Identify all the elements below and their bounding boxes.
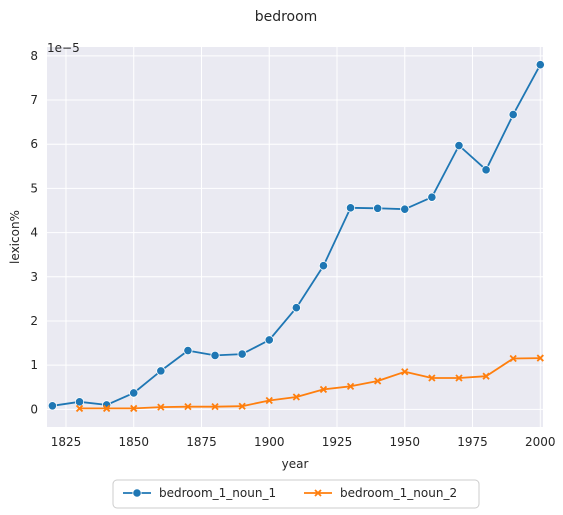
data-point (210, 350, 220, 361)
y-tick-label: 4 (30, 226, 38, 240)
x-tick-labels: 1825 1850 1875 1900 1925 1950 1975 2000 (51, 435, 556, 449)
data-point (535, 60, 545, 70)
data-point (102, 404, 111, 413)
data-point (75, 404, 84, 413)
data-point (47, 401, 58, 411)
data-point (292, 393, 300, 401)
data-point (428, 374, 436, 382)
data-point (129, 388, 139, 398)
data-point (345, 203, 356, 213)
legend-item: bedroom_1_noun_1 (123, 486, 276, 500)
series-bedroom_1_noun_1 (47, 60, 545, 411)
y-tick-label: 2 (30, 314, 38, 328)
legend-label: bedroom_1_noun_2 (340, 486, 457, 500)
legend-item: bedroom_1_noun_2 (304, 486, 457, 500)
x-tick-label: 1850 (118, 435, 149, 449)
data-point (401, 368, 409, 376)
x-tick-label: 1875 (186, 435, 217, 449)
data-point (157, 403, 165, 411)
y-offset-label: 1e−5 (47, 41, 80, 55)
y-tick-labels: 0 1 2 3 4 5 6 7 8 (30, 49, 38, 416)
data-point (400, 204, 410, 214)
data-point (481, 165, 491, 175)
y-tick-label: 3 (30, 270, 38, 284)
x-tick-label: 1975 (457, 435, 488, 449)
data-point (346, 382, 355, 390)
y-tick-label: 1 (30, 358, 38, 372)
data-point (373, 203, 383, 213)
x-tick-label: 1900 (254, 435, 285, 449)
x-tick-label: 2000 (525, 435, 556, 449)
x-tick-label: 1825 (51, 435, 82, 449)
chart-title: bedroom (255, 9, 318, 25)
y-tick-label: 5 (30, 181, 38, 195)
data-point (238, 402, 246, 410)
data-point (265, 396, 273, 405)
legend-marker (314, 489, 322, 497)
data-point (237, 349, 247, 359)
legend: bedroom_1_noun_1 bedroom_1_noun_2 (112, 479, 480, 509)
plot-area (47, 47, 543, 427)
data-point (455, 374, 463, 382)
data-point (374, 377, 382, 385)
data-point (74, 397, 85, 407)
series-bedroom_1_noun_2 (75, 354, 544, 413)
data-point (508, 110, 518, 120)
y-tick-label: 7 (30, 93, 38, 107)
grid (47, 47, 543, 427)
data-point (264, 335, 274, 345)
data-point (427, 192, 437, 202)
x-tick-label: 1950 (389, 435, 420, 449)
x-axis-label: year (282, 457, 309, 471)
data-point (509, 354, 517, 363)
data-point (130, 404, 138, 413)
series-line (79, 357, 541, 410)
data-point (183, 345, 193, 356)
series-layer (47, 60, 545, 413)
data-point (536, 354, 544, 362)
data-point (454, 140, 464, 151)
x-tick-label: 1925 (322, 435, 353, 449)
data-point (184, 403, 192, 411)
data-point (319, 385, 328, 394)
data-point (211, 403, 219, 411)
y-axis-label: lexicon% (8, 210, 22, 264)
legend-box (112, 479, 480, 509)
legend-marker (132, 488, 142, 498)
data-point (318, 261, 329, 271)
y-tick-label: 8 (30, 49, 38, 63)
y-tick-label: 6 (30, 137, 38, 151)
data-point (291, 303, 301, 313)
y-tick-label: 0 (30, 402, 38, 416)
data-point (156, 366, 166, 376)
data-point (482, 372, 490, 380)
legend-label: bedroom_1_noun_1 (159, 486, 276, 500)
